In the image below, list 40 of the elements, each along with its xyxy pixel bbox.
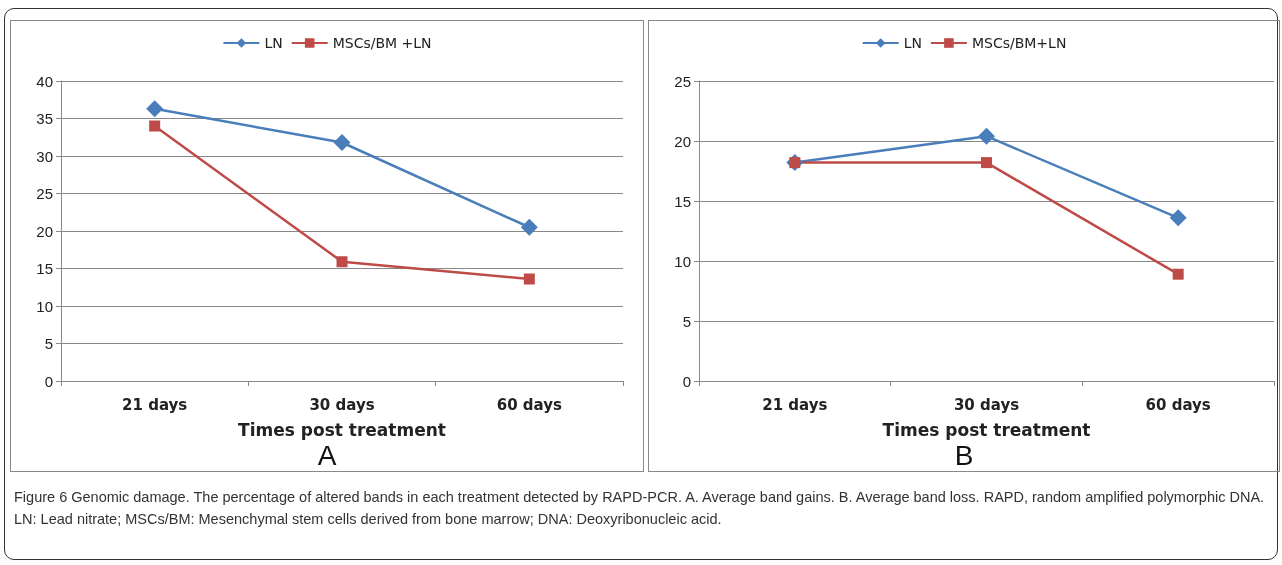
legend-label: MSCs/BM +LN xyxy=(332,35,432,51)
y-tick-label: 35 xyxy=(36,110,53,127)
point xyxy=(981,157,992,169)
legend-label: LN xyxy=(903,35,922,51)
x-tick-label: 60 days xyxy=(496,395,562,414)
text: B xyxy=(954,439,974,471)
y-tick-label: 5 xyxy=(44,335,53,352)
y-tick-label: 20 xyxy=(674,132,691,150)
y-tick-label: 0 xyxy=(44,372,53,390)
y-tick-label: 15 xyxy=(674,192,691,210)
x-axis-title: Times post treatment xyxy=(882,419,1091,440)
legend-label: MSCs/BM+LN xyxy=(971,35,1067,51)
point xyxy=(149,120,161,132)
point xyxy=(1169,209,1187,227)
y-tick-label: 25 xyxy=(674,72,691,90)
point xyxy=(1172,268,1184,280)
legend-label: LN xyxy=(264,35,283,51)
x-tick-label: 21 days xyxy=(762,395,828,414)
point xyxy=(146,100,164,118)
x-tick-label: 30 days xyxy=(953,395,1020,414)
point xyxy=(520,218,538,236)
y-tick-label: 10 xyxy=(674,252,691,270)
x-axis-title: Times post treatment xyxy=(238,419,446,440)
y-tick-label: 40 xyxy=(36,72,53,90)
point xyxy=(523,273,535,285)
x-tick-label: 21 days xyxy=(122,395,188,414)
y-tick-label: 30 xyxy=(36,147,53,165)
y-tick-label: 10 xyxy=(36,297,53,315)
point xyxy=(978,127,995,145)
y-tick-label: 20 xyxy=(36,222,53,240)
y-tick-label: 5 xyxy=(682,312,691,330)
y-tick-label: 25 xyxy=(36,185,53,202)
text: A xyxy=(317,439,337,471)
x-tick-label: 30 days xyxy=(309,395,375,414)
point xyxy=(333,134,351,151)
y-tick-label: 0 xyxy=(682,372,691,390)
y-tick-label: 15 xyxy=(36,260,53,277)
caption: Figure 6 Genomic damage. The percentage of altered bands in each treatment detected by RAPD-PCR. A. Average band gains. B. Average band loss. RAPD, random amplified polymorphic DNA. LN: Lead nitrate; MSCs/BM: Mesenchymal stem cells derived from bone marrow; DNA: Deoxyribonucleic acid. xyxy=(14,488,1266,529)
point xyxy=(336,256,348,268)
x-tick-label: 60 days xyxy=(1145,395,1211,414)
